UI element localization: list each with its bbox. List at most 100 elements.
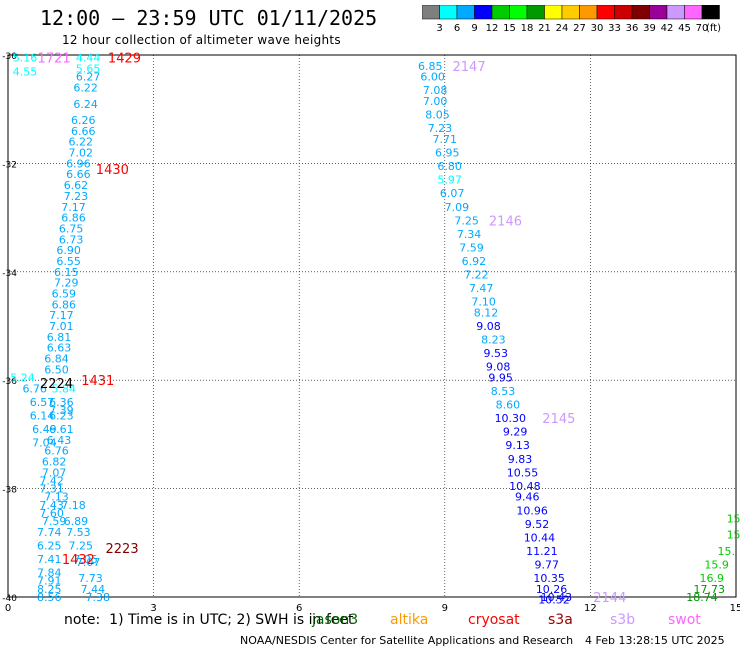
wave-height-value: 6.96 — [66, 157, 91, 170]
wave-height-value: 6.26 — [71, 114, 96, 127]
satellite-legend-cryosat: cryosat — [468, 612, 520, 628]
wave-height-value: 7.41 — [37, 553, 62, 566]
pass-time-label: 1429 — [108, 52, 141, 67]
wave-height-value: 6.85 — [418, 60, 443, 73]
wave-height-value: 5.84 — [52, 382, 77, 395]
wave-height-value: 6.50 — [44, 363, 69, 376]
pass-time-label: 2223 — [106, 542, 139, 557]
wave-height-value: 6.55 — [56, 255, 81, 268]
colorbar-label: 33 — [608, 23, 621, 34]
wave-height-value: 7.39 — [49, 404, 74, 417]
wave-height-value: 6.86 — [52, 298, 77, 311]
wave-height-value: 7.59 — [42, 515, 67, 528]
wave-height-value: 10.96 — [516, 504, 548, 517]
wave-height-value: 7.25 — [69, 540, 94, 553]
wave-height-value: 7.18 — [61, 499, 86, 512]
wave-height-value: 10.43 — [541, 591, 573, 604]
satellite-legend-swot: swot — [668, 612, 701, 628]
wave-height-value: 4.44 — [76, 52, 101, 65]
wave-height-value: 8.12 — [474, 306, 499, 319]
wave-height-value: 5.24 — [10, 371, 35, 384]
wave-height-value: 6.24 — [73, 98, 98, 111]
wave-height-value: 7.04 — [32, 437, 57, 450]
colorbar-label: 30 — [591, 23, 604, 34]
wave-height-value: 7.09 — [445, 201, 470, 214]
wave-height-value: 6.90 — [56, 244, 81, 257]
wave-height-value: 5.65 — [76, 63, 101, 76]
wave-height-value: 6.66 — [71, 125, 96, 138]
wave-height-value: 7.53 — [66, 526, 91, 539]
wave-height-value: 7.91 — [37, 575, 62, 588]
colorbar-label: 21 — [538, 23, 551, 34]
wave-height-value: 7.13 — [44, 491, 69, 504]
wave-height-value: 6.22 — [73, 82, 98, 95]
wave-height-value: 7.42 — [39, 474, 64, 487]
wave-height-value: 6.57 — [30, 396, 55, 409]
wave-height-value: 15.9 — [704, 558, 729, 571]
wave-height-value: 7.25 — [454, 214, 479, 227]
wave-height-value: 6.25 — [37, 540, 62, 553]
satellite-legend-jason3: jason3 — [312, 612, 359, 628]
wave-height-value: 7.02 — [69, 147, 94, 160]
colorbar-label: 27 — [573, 23, 586, 34]
wave-height-value: 9.13 — [505, 439, 530, 452]
colorbar-label: 42 — [661, 23, 674, 34]
wave-height-value: 10.55 — [507, 466, 539, 479]
wave-height-value: 18.74 — [686, 591, 718, 604]
chart-title: 12:00 – 23:59 UTC 01/11/2025 — [40, 6, 378, 30]
wave-height-value: 7.38 — [86, 591, 111, 604]
wave-height-value: 6.76 — [22, 382, 47, 395]
wave-height-value: 6.07 — [440, 187, 465, 200]
wave-height-value: 6.22 — [69, 136, 94, 149]
wave-height-value: 9.83 — [508, 453, 533, 466]
wave-height-value: 7.08 — [423, 84, 448, 97]
lat-tick-label: -30 — [2, 52, 17, 62]
wave-height-value: 8.25 — [37, 583, 62, 596]
lon-tick-label: 6 — [296, 603, 302, 614]
wave-height-value: 9.29 — [503, 426, 528, 439]
wave-height-value: 7.07 — [42, 466, 67, 479]
wave-height-value: 6.81 — [47, 331, 72, 344]
wave-height-value: 7.29 — [54, 277, 79, 290]
wave-height-value: 15 — [727, 529, 740, 542]
colorbar-swatch — [701, 5, 720, 20]
satellite-legend-s3a: s3a — [548, 612, 573, 628]
lat-tick-label: -36 — [2, 377, 17, 387]
colorbar-label: 3 — [436, 23, 442, 34]
wave-height-value: 9.52 — [525, 518, 550, 531]
wave-height-value: 6.76 — [44, 445, 69, 458]
satellite-legend-s3b: s3b — [610, 612, 636, 628]
wave-height-value: 6.89 — [64, 515, 89, 528]
colorbar-label: 12 — [486, 23, 499, 34]
colorbar-legend: 3 6 9 12 15 18 21 24 27 30 33 36 39 42 45 70(ft) — [422, 5, 721, 34]
wave-height-value: 7.59 — [459, 241, 484, 254]
wave-height-value: 9.77 — [534, 558, 559, 571]
pass-time-label: 1432 — [62, 553, 95, 568]
wave-height-value: 10.48 — [509, 480, 541, 493]
colorbar-label: 6 — [454, 23, 460, 34]
pass-time-label: 1431 — [81, 374, 114, 389]
lon-tick-label: 9 — [442, 603, 448, 614]
colorbar-unit: (ft) — [706, 23, 721, 34]
lon-tick-label: 12 — [584, 603, 597, 614]
wave-height-value: 7.44 — [81, 583, 106, 596]
map-frame — [7, 54, 737, 598]
wave-height-value: 6.80 — [437, 160, 462, 173]
wave-height-value: 6.95 — [435, 147, 460, 160]
colorbar-label: 9 — [471, 23, 477, 34]
wave-height-value: 6.86 — [61, 212, 86, 225]
wave-height-value: 4.55 — [13, 65, 38, 78]
wave-height-value: 6.49 — [32, 423, 57, 436]
wave-height-value: 16.9 — [699, 572, 724, 585]
wave-height-value: 9.53 — [484, 347, 509, 360]
wave-height-value: 6.14 — [30, 409, 55, 422]
wave-height-value: 9.46 — [515, 491, 540, 504]
wave-height-value: 10.30 — [495, 412, 527, 425]
lat-tick-label: -38 — [2, 486, 17, 496]
pass-time-label: 2224 — [40, 377, 73, 392]
pass-time-label: 2146 — [489, 214, 522, 229]
wave-height-value: 5.97 — [437, 174, 462, 187]
wave-height-value: 7.43 — [39, 499, 64, 512]
wave-height-value: 7.05 — [73, 553, 98, 566]
